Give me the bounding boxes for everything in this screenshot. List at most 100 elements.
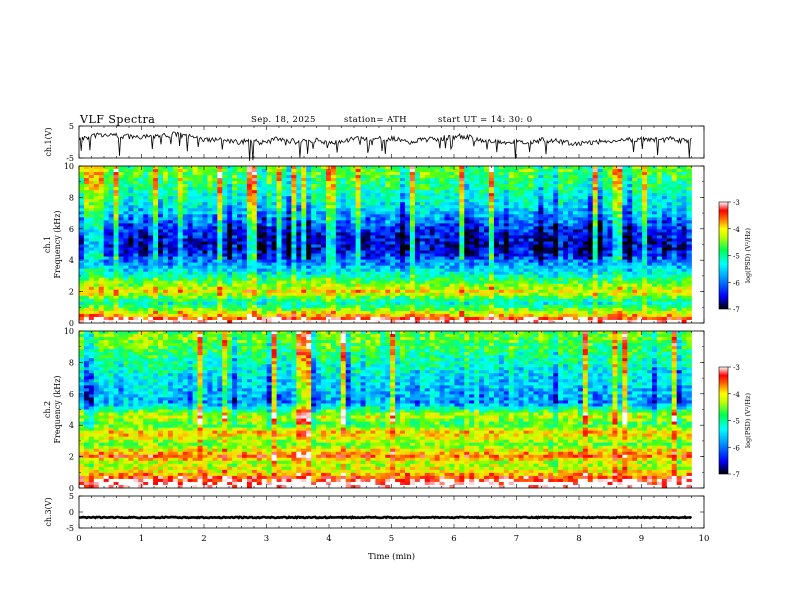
spectrogram-cell	[558, 214, 564, 218]
spectrogram-cell	[232, 217, 238, 221]
spectrogram-cell	[400, 274, 406, 279]
spectrogram-cell	[172, 169, 179, 173]
spectrogram-cell	[484, 250, 490, 254]
spectrogram-cell	[405, 283, 411, 288]
spectrogram-cell	[172, 241, 179, 245]
spectrogram-cell	[558, 235, 564, 239]
spectrogram-cell	[414, 217, 421, 221]
spectrogram-cell	[148, 286, 154, 291]
spectrogram-cell	[370, 253, 376, 257]
spectrogram-cell	[414, 205, 421, 209]
spectrogram-cell	[548, 250, 554, 254]
spectrogram-cell	[321, 193, 327, 197]
spectrogram-cell	[469, 262, 475, 266]
spectrogram-cell	[232, 196, 238, 200]
spectrogram-cell	[503, 238, 510, 242]
spectrogram-cell	[686, 256, 692, 260]
spectrogram-cell	[88, 274, 95, 279]
spectrogram-cell	[261, 247, 268, 251]
spectrogram-cell	[153, 268, 159, 273]
spectrogram-cell	[330, 202, 337, 206]
spectrogram-cell	[321, 256, 327, 260]
spectrogram-cell	[246, 223, 253, 227]
spectrogram-cell	[266, 196, 272, 200]
spectrogram-cell	[227, 220, 233, 224]
spectrogram-cell	[671, 259, 678, 263]
spectrogram-cell	[167, 166, 174, 170]
spectrogram-cell	[538, 223, 544, 227]
spectrogram-cell	[523, 268, 529, 273]
spectrogram-cell	[568, 250, 574, 254]
spectrogram-cell	[676, 214, 682, 218]
spectrogram-cell	[212, 166, 218, 170]
spectrogram-cell	[296, 232, 302, 236]
spectrogram-cell	[246, 202, 253, 206]
spectrogram-cell	[518, 229, 524, 233]
spectrogram-cell	[385, 250, 391, 254]
spectrogram-cell	[686, 214, 692, 218]
spectrogram-cell	[93, 274, 100, 279]
spectrogram-cell	[474, 208, 480, 212]
spectrogram-cell	[281, 259, 287, 263]
spectrogram-cell	[266, 220, 272, 224]
spectrogram-cell	[676, 250, 682, 254]
spectrogram-cell	[153, 172, 159, 176]
spectrogram-cell	[454, 199, 460, 203]
spectrogram-cell	[266, 244, 272, 248]
spectrogram-cell	[656, 202, 663, 206]
spectrogram-cell	[533, 214, 539, 218]
spectrogram-cell	[444, 268, 450, 273]
spectrogram-cell	[350, 274, 356, 279]
spectrogram-cell	[266, 178, 272, 182]
spectrogram-cell	[380, 271, 386, 276]
spectrogram-cell	[553, 280, 559, 285]
spectrogram-cell	[306, 274, 312, 279]
spectrogram-cell	[365, 196, 371, 200]
spectrogram-cell	[651, 271, 658, 276]
spectrogram-cell	[113, 190, 119, 194]
spectrogram-cell	[434, 175, 440, 179]
spectrogram-cell	[227, 250, 233, 254]
spectrogram-cell	[493, 232, 500, 236]
spectrogram-cell	[375, 235, 381, 239]
spectrogram-cell	[306, 202, 312, 206]
spectrogram-cell	[429, 199, 435, 203]
spectrogram-cell	[286, 202, 292, 206]
spectrogram-cell	[563, 208, 569, 212]
spectrogram-cell	[681, 229, 687, 233]
spectrogram-cell	[543, 274, 549, 279]
spectrogram-cell	[464, 187, 470, 191]
spectrogram-cell	[330, 244, 337, 248]
spectrogram-cell	[390, 205, 396, 209]
spectrogram-cell	[162, 277, 169, 282]
spectrogram-cell	[424, 247, 431, 251]
spectrogram-cell	[622, 283, 628, 288]
spectrogram-cell	[543, 190, 549, 194]
spectrogram-cell	[375, 193, 381, 197]
spectrogram-cell	[479, 226, 485, 230]
spectrogram-cell	[528, 190, 534, 194]
spectrogram-cell	[202, 211, 208, 215]
spectrogram-cell	[355, 205, 361, 209]
spectrogram-cell	[355, 187, 361, 191]
spectrogram-cell	[330, 208, 337, 212]
spectrogram-cell	[558, 205, 564, 209]
spectrogram-cell	[217, 229, 223, 233]
spectrogram-cell	[256, 235, 263, 239]
spectrogram-cell	[370, 175, 376, 179]
spectrogram-cell	[345, 247, 352, 251]
spectrogram-cell	[232, 169, 238, 173]
spectrogram-cell	[622, 211, 628, 215]
spectrogram-cell	[518, 226, 524, 230]
spectrogram-cell	[424, 280, 431, 285]
spectrogram-cell	[103, 208, 109, 212]
spectrogram-cell	[380, 247, 386, 251]
spectrogram-cell	[449, 283, 455, 288]
spectrogram-cell	[533, 250, 539, 254]
spectrogram-cell	[365, 244, 371, 248]
spectrogram-cell	[355, 193, 361, 197]
spectrogram-cell	[493, 211, 500, 215]
spectrogram-cell	[113, 283, 119, 288]
spectrogram-cell	[123, 172, 129, 176]
spectrogram-cell	[671, 220, 678, 224]
